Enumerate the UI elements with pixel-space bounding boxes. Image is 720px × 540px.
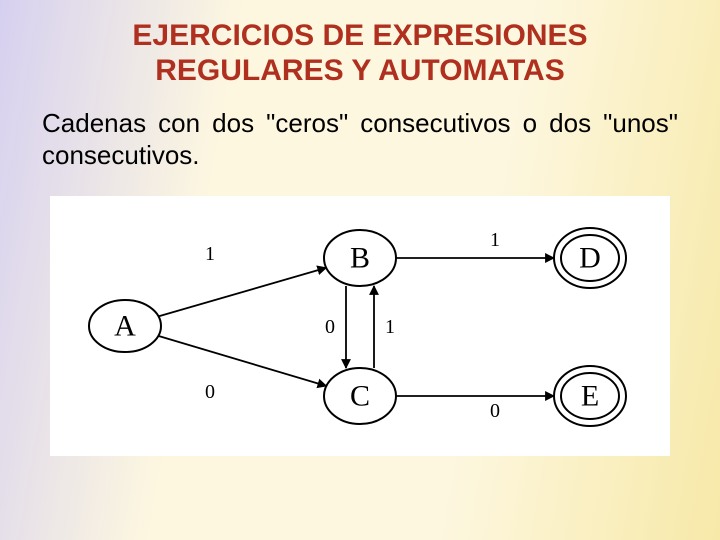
title-line-1: EJERCICIOS DE EXPRESIONES: [42, 18, 678, 53]
node-label-B: B: [350, 241, 370, 274]
node-label-E: E: [581, 379, 599, 412]
automaton-svg: 1 0 1 0 0 1 A B C D E: [50, 196, 670, 456]
edge-label-B-C: 0: [325, 316, 335, 338]
automaton-diagram: 1 0 1 0 0 1 A B C D E: [50, 196, 670, 456]
edge-A-B: [158, 268, 326, 317]
node-E: E: [554, 366, 626, 426]
slide-title: EJERCICIOS DE EXPRESIONES REGULARES Y AU…: [42, 18, 678, 89]
node-label-A: A: [114, 309, 136, 342]
edge-label-C-E: 0: [490, 400, 500, 422]
slide-background: EJERCICIOS DE EXPRESIONES REGULARES Y AU…: [0, 0, 720, 540]
slide-subtitle: Cadenas con dos "ceros" consecutivos o d…: [42, 107, 678, 172]
node-B: B: [324, 230, 396, 286]
node-D: D: [554, 228, 626, 288]
node-C: C: [324, 368, 396, 424]
edge-A-C: [158, 336, 326, 386]
edge-label-C-B: 1: [385, 316, 395, 338]
title-line-2: REGULARES Y AUTOMATAS: [42, 53, 678, 88]
node-label-D: D: [579, 241, 601, 274]
node-A: A: [89, 300, 161, 352]
edge-label-A-B: 1: [205, 243, 215, 265]
edge-label-A-C: 0: [205, 381, 215, 403]
node-label-C: C: [350, 379, 370, 412]
edge-label-B-D: 1: [490, 229, 500, 251]
